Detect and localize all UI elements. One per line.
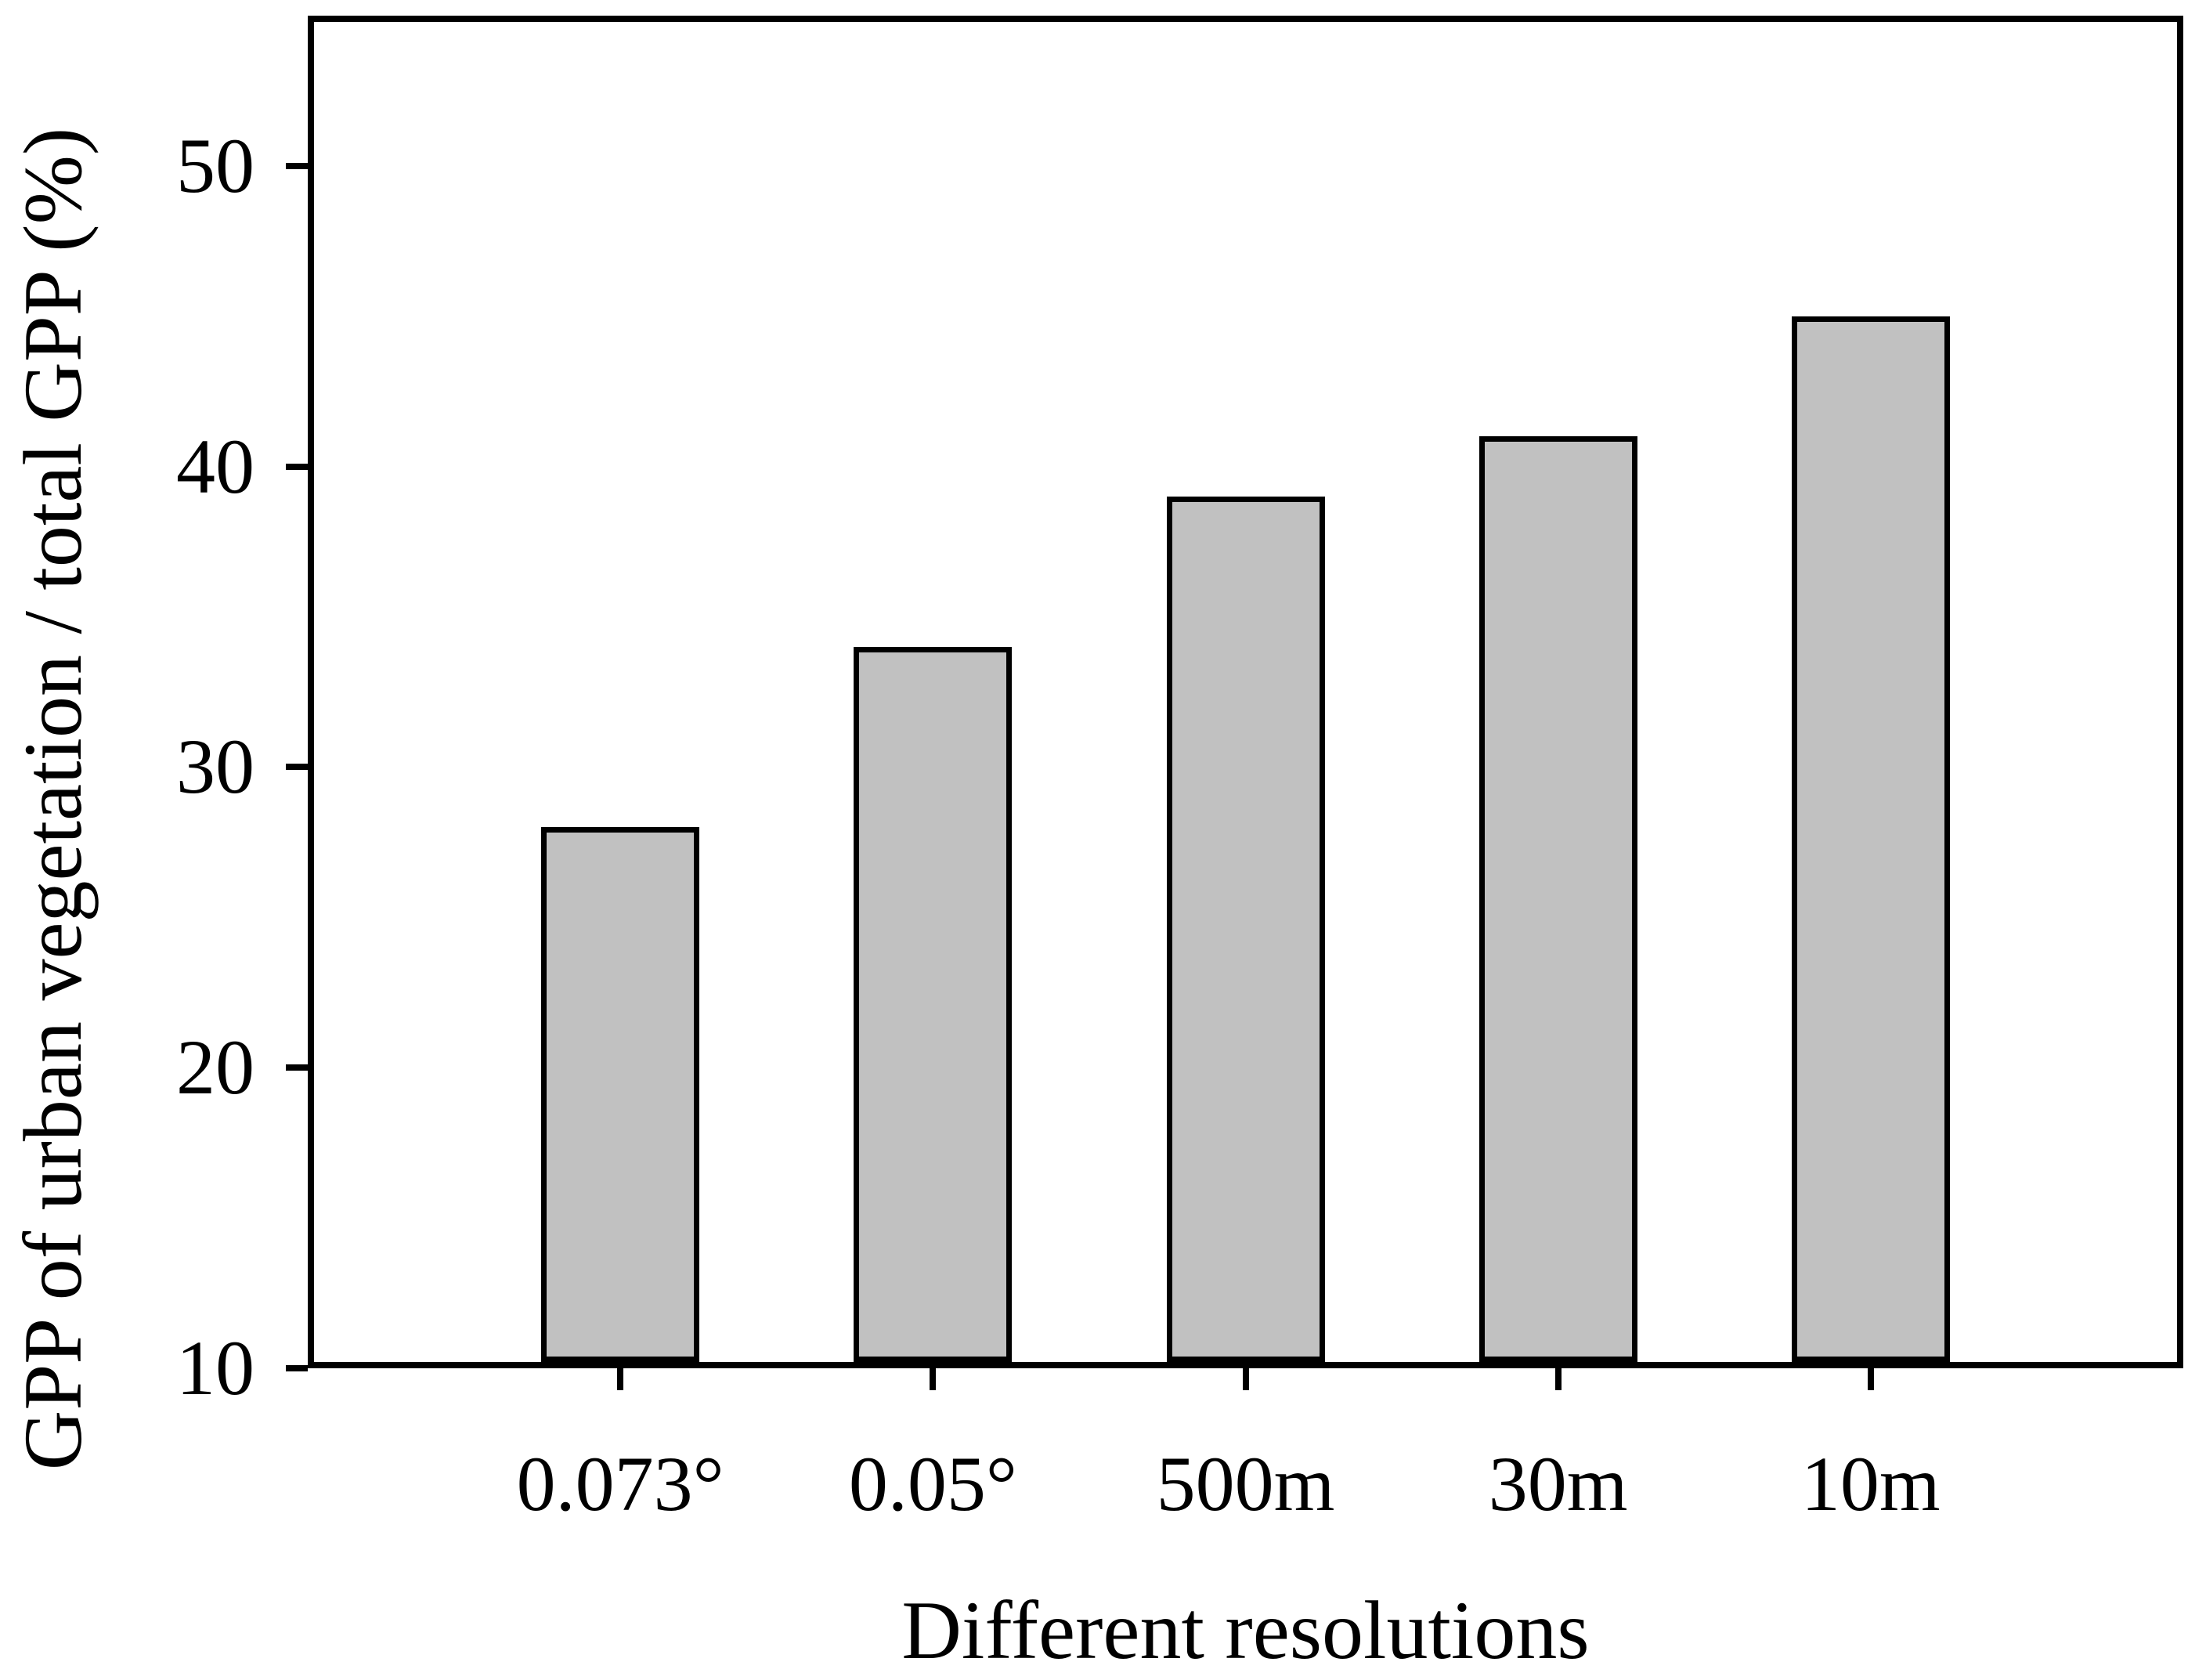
x-tick-label: 10m (1800, 1440, 1941, 1527)
x-axis-tick (617, 1368, 624, 1390)
x-axis-tick (1867, 1368, 1874, 1390)
x-axis-tick (1554, 1368, 1562, 1390)
y-tick-label: 10 (176, 1324, 255, 1411)
y-tick-label: 50 (176, 121, 255, 209)
x-axis-tick (1242, 1368, 1249, 1390)
x-tick-label: 0.073° (516, 1440, 724, 1527)
bar-500m (1166, 497, 1325, 1362)
bar-10m (1791, 316, 1950, 1362)
x-axis-title: Different resolutions (901, 1584, 1590, 1676)
bar-0.05° (854, 646, 1013, 1362)
y-tick-label: 30 (176, 723, 255, 811)
y-axis-tick (286, 764, 308, 771)
y-axis-tick (286, 1064, 308, 1071)
y-axis-tick (286, 162, 308, 169)
x-tick-label: 0.05° (848, 1440, 1017, 1527)
bar-0.073° (541, 827, 700, 1362)
y-axis-tick (286, 463, 308, 470)
x-tick-label: 500m (1156, 1440, 1335, 1527)
bar-30m (1478, 436, 1637, 1362)
x-axis-tick (930, 1368, 937, 1390)
y-tick-label: 20 (176, 1024, 255, 1111)
y-tick-label: 40 (176, 422, 255, 510)
x-tick-label: 30m (1488, 1440, 1628, 1527)
y-axis-tick (286, 1365, 308, 1371)
